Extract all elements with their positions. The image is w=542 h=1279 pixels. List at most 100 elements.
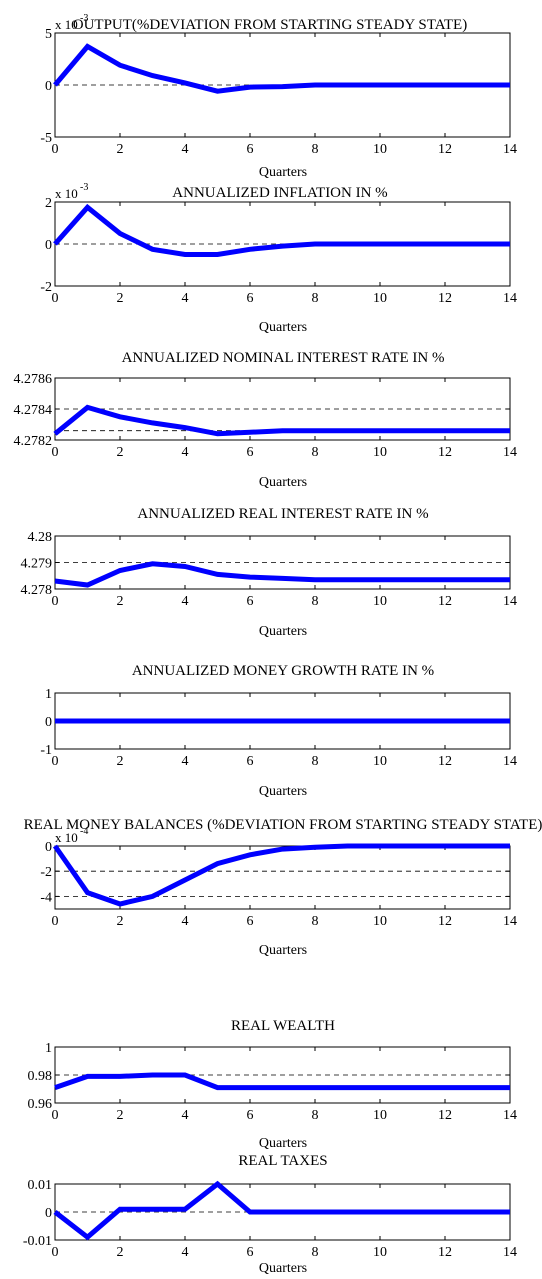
series-line	[53, 1180, 510, 1241]
panel-title: REAL WEALTH	[231, 1018, 335, 1034]
y-tick-label: 0	[45, 238, 52, 253]
x-axis-label: Quarters	[259, 165, 307, 180]
x-tick-label: 6	[247, 291, 254, 306]
y-tick-label: 4.278	[21, 583, 53, 598]
x-tick-label: 10	[373, 594, 387, 609]
x-tick-label: 4	[182, 291, 189, 306]
x-axis-label: Quarters	[259, 624, 307, 639]
x-tick-label: 2	[117, 142, 124, 157]
y-tick-label: 0	[45, 1206, 52, 1221]
x-tick-label: 10	[373, 445, 387, 460]
x-tick-label: 12	[438, 1108, 452, 1123]
axes-frame	[54, 845, 511, 910]
panel-title: ANNUALIZED REAL INTEREST RATE IN %	[137, 506, 428, 522]
x-tick-label: 0	[52, 914, 59, 929]
x-tick-label: 14	[503, 1245, 517, 1260]
x-tick-label: 0	[52, 445, 59, 460]
y-tick-label: 1	[45, 1041, 52, 1056]
x-tick-label: 2	[117, 1245, 124, 1260]
y-tick-label: -4	[40, 890, 52, 905]
x-tick-label: 8	[312, 142, 319, 157]
x-tick-label: 2	[117, 594, 124, 609]
x-tick-label: 10	[373, 1108, 387, 1123]
x-tick-label: 12	[438, 594, 452, 609]
x-tick-label: 12	[438, 914, 452, 929]
y-tick-label: -1	[40, 743, 52, 758]
x-tick-label: 6	[247, 594, 254, 609]
x-tick-label: 4	[182, 142, 189, 157]
x-tick-label: 8	[312, 914, 319, 929]
x-tick-label: 12	[438, 754, 452, 769]
x-axis-label: Quarters	[259, 1136, 307, 1151]
series-line	[54, 1072, 510, 1091]
y-tick-label: 5	[45, 27, 52, 42]
series-line	[53, 404, 510, 437]
axis-multiplier-exponent: -3	[80, 13, 88, 24]
x-tick-label: 6	[247, 914, 254, 929]
x-tick-label: 8	[312, 1108, 319, 1123]
y-tick-label: -5	[40, 131, 52, 146]
x-tick-label: 4	[182, 445, 189, 460]
x-axis-label: Quarters	[259, 320, 307, 335]
y-tick-label: 0	[45, 715, 52, 730]
x-tick-label: 14	[503, 142, 517, 157]
panel-1: OUTPUT(%DEVIATION FROM STARTING STEADY S…	[40, 13, 517, 180]
x-tick-label: 4	[182, 594, 189, 609]
x-axis-label: Quarters	[259, 943, 307, 958]
x-tick-label: 2	[117, 1108, 124, 1123]
panel-6: REAL MONEY BALANCES (%DEVIATION FROM STA…	[24, 817, 542, 958]
panel-4: ANNUALIZED REAL INTEREST RATE IN % 4.278 4…	[21, 506, 518, 639]
y-tick-label: -2	[40, 865, 52, 880]
x-tick-label: 6	[247, 1108, 254, 1123]
axis-multiplier: x 10	[55, 17, 78, 32]
x-tick-label: 14	[503, 754, 517, 769]
y-tick-label: -2	[40, 280, 52, 295]
x-tick-label: 6	[247, 142, 254, 157]
x-axis-label: Quarters	[259, 1261, 307, 1276]
panel-title: REAL MONEY BALANCES (%DEVIATION FROM STA…	[24, 817, 542, 833]
y-tick-label: 0	[45, 79, 52, 94]
y-tick-label: 4.2784	[14, 403, 53, 418]
x-tick-label: 12	[438, 291, 452, 306]
axis-multiplier: x 10	[55, 186, 78, 201]
axis-multiplier: x 10	[55, 830, 78, 845]
x-tick-label: 8	[312, 291, 319, 306]
y-tick-label: 4.2782	[14, 434, 53, 449]
x-axis-label: Quarters	[259, 784, 307, 799]
y-tick-label: 1	[45, 687, 52, 702]
y-tick-label: -0.01	[23, 1234, 52, 1249]
x-tick-label: 12	[438, 142, 452, 157]
x-tick-label: 2	[117, 291, 124, 306]
x-tick-label: 14	[503, 914, 517, 929]
x-tick-label: 10	[373, 291, 387, 306]
x-tick-label: 0	[52, 291, 59, 306]
y-tick-label: 0	[45, 840, 52, 855]
x-tick-label: 12	[438, 1245, 452, 1260]
x-tick-label: 10	[373, 142, 387, 157]
y-tick-label: 4.279	[21, 557, 53, 572]
x-tick-label: 6	[247, 1245, 254, 1260]
x-tick-label: 0	[52, 594, 59, 609]
x-axis-label: Quarters	[259, 475, 307, 490]
x-tick-label: 0	[52, 1245, 59, 1260]
x-tick-label: 14	[503, 1108, 517, 1123]
x-tick-label: 2	[117, 754, 124, 769]
y-tick-label: 2	[45, 196, 52, 211]
series-line	[52, 843, 510, 907]
axis-multiplier-exponent: -4	[80, 826, 88, 837]
x-tick-label: 8	[312, 1245, 319, 1260]
x-tick-label: 10	[373, 914, 387, 929]
y-tick-label: 0.98	[28, 1069, 53, 1084]
x-tick-label: 14	[503, 445, 517, 460]
x-tick-label: 4	[182, 1245, 189, 1260]
x-tick-label: 4	[182, 754, 189, 769]
panel-title: OUTPUT(%DEVIATION FROM STARTING STEADY S…	[73, 17, 467, 33]
x-tick-label: 14	[503, 594, 517, 609]
x-tick-label: 8	[312, 754, 319, 769]
panel-title: ANNUALIZED MONEY GROWTH RATE IN %	[132, 663, 434, 679]
x-tick-label: 2	[117, 445, 124, 460]
series-line	[53, 203, 510, 257]
